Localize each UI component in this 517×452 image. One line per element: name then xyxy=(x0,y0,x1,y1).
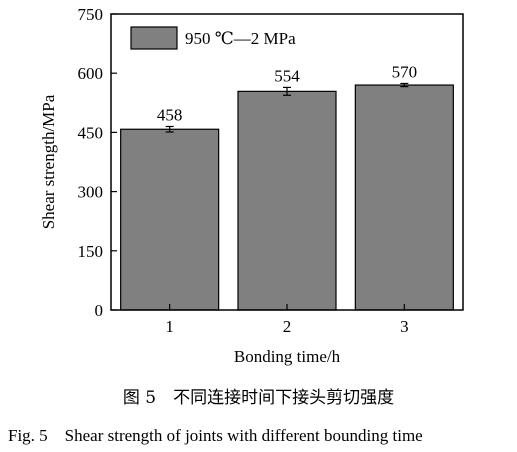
data-label-2: 554 xyxy=(274,66,300,85)
y-tick-label: 750 xyxy=(78,5,104,24)
legend-label: 950 ℃—2 MPa xyxy=(185,29,296,48)
y-tick-label: 300 xyxy=(78,183,104,202)
y-tick-label: 0 xyxy=(95,301,104,320)
bar-3 xyxy=(354,84,454,311)
figure-caption-zh: 图 5 不同连接时间下接头剪切强度 xyxy=(122,388,395,408)
figure-caption-en: Fig. 5 Shear strength of joints with dif… xyxy=(8,426,423,445)
error-bar-3 xyxy=(400,82,409,88)
y-axis-label: Shear strength/MPa xyxy=(39,94,58,229)
y-tick-label: 450 xyxy=(78,123,104,142)
error-bar-2 xyxy=(283,86,291,96)
error-bar-1 xyxy=(165,125,174,133)
x-tick-label: 3 xyxy=(400,317,409,336)
data-labels: 458 554 570 xyxy=(157,62,417,124)
legend: 950 ℃—2 MPa xyxy=(130,26,296,50)
bar-1 xyxy=(120,128,220,311)
data-label-3: 570 xyxy=(392,62,418,81)
error-bars xyxy=(165,82,409,133)
data-label-1: 458 xyxy=(157,105,183,124)
legend-swatch xyxy=(130,26,178,50)
y-tick-label: 600 xyxy=(78,64,104,83)
x-axis: 1 2 3 xyxy=(165,304,409,336)
y-tick-label: 150 xyxy=(78,242,104,261)
bar-2 xyxy=(237,90,337,311)
y-axis: 0 150 300 450 600 750 xyxy=(78,5,117,320)
chart: 458 554 570 0 150 300 450 600 750 1 2 3 950 ℃—2 M… xyxy=(39,5,464,366)
x-axis-label: Bonding time/h xyxy=(234,347,341,366)
x-tick-label: 2 xyxy=(283,317,292,336)
x-tick-label: 1 xyxy=(165,317,174,336)
